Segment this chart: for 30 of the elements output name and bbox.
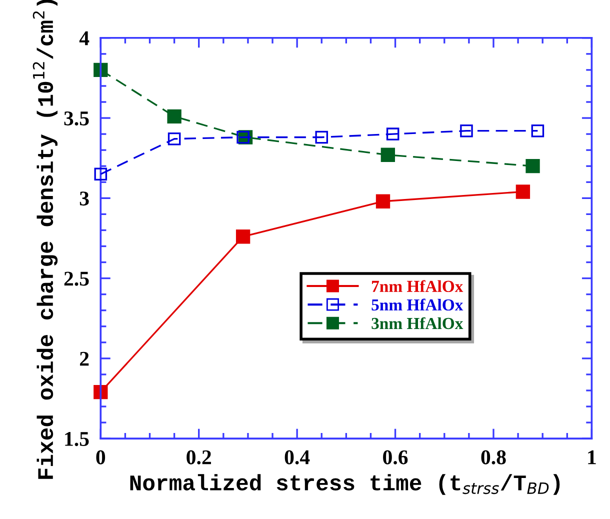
- legend-label: 7nm HfAlOx: [372, 280, 464, 292]
- point: [531, 124, 544, 138]
- point: [236, 230, 250, 244]
- point: [380, 148, 395, 162]
- point: [315, 130, 328, 144]
- point: [526, 159, 540, 174]
- point: [376, 194, 390, 208]
- point: [94, 168, 108, 181]
- y-tick-label: 2.5: [64, 272, 89, 286]
- point: [167, 109, 182, 124]
- x-tick-label: 0.2: [186, 450, 211, 464]
- y-axis-title: Fixed oxide charge density (10$^{12}$/cm$^{2}$): [32, 0, 58, 479]
- point: [516, 184, 530, 199]
- x-tick-label: 0.6: [383, 450, 408, 464]
- y-tick-label: 1.5: [65, 432, 89, 446]
- x-axis-title: Normalized stress time (t$_{strss}$/T$_{BD}$): [130, 474, 560, 495]
- legend-label: 3nm HfAlOx: [372, 317, 464, 330]
- y-tick-label: 3.5: [64, 111, 89, 126]
- x-tick-label: 1: [588, 450, 596, 464]
- y-tick-label: 3: [80, 192, 89, 206]
- point: [386, 128, 400, 140]
- point: [168, 132, 181, 146]
- x-tick-label: 0.4: [284, 450, 310, 464]
- y-tick-label: 4: [79, 31, 90, 46]
- legend-label: 5nm HfAlOx: [372, 298, 464, 311]
- x-tick-label: 0: [96, 450, 106, 464]
- point: [460, 124, 473, 138]
- y-tick-label: 2: [80, 352, 89, 366]
- point: [236, 130, 250, 144]
- x-tick-label: 0.8: [481, 450, 506, 464]
